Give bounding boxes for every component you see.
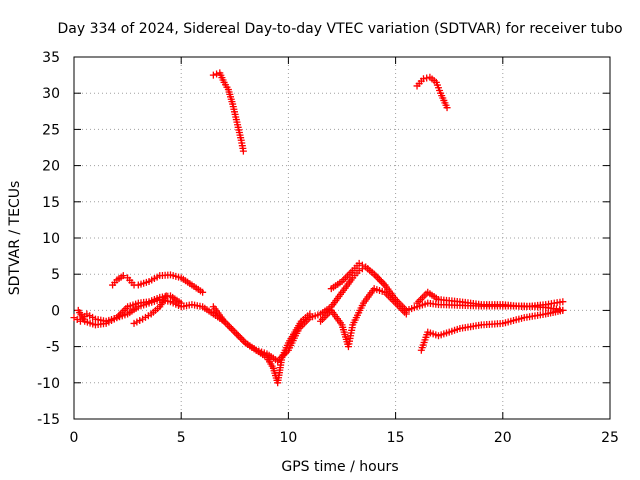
y-tick-labels: -15 -10 -5 0 5 10 15 20 25 30 35 — [37, 50, 60, 428]
data-point — [162, 292, 170, 300]
y-tick-label: 0 — [51, 303, 60, 319]
data-point — [419, 75, 427, 83]
y-tick-label: -15 — [37, 412, 60, 428]
y-tick-label: 5 — [51, 267, 60, 283]
y-tick-label: 15 — [42, 195, 60, 211]
x-tick-label: 25 — [601, 430, 619, 446]
data-point — [402, 310, 410, 318]
y-tick-label: -5 — [46, 340, 60, 356]
x-tick-label: 15 — [387, 430, 405, 446]
data-point — [177, 299, 185, 307]
y-axis-label: SDTVAR / TECUs — [7, 181, 23, 296]
chart-title: Day 334 of 2024, Sidereal Day-to-day VTE… — [57, 21, 622, 37]
x-tick-label: 5 — [177, 430, 186, 446]
grid-lines — [74, 57, 610, 419]
x-axis-label: GPS time / hours — [281, 459, 398, 475]
data-point — [381, 281, 389, 289]
x-tick-label: 0 — [70, 430, 79, 446]
x-tick-label: 10 — [279, 430, 297, 446]
x-tick-label: 20 — [494, 430, 512, 446]
y-tick-label: -10 — [37, 376, 60, 392]
y-tick-label: 30 — [42, 86, 60, 102]
data-points — [70, 69, 567, 387]
axis-ticks — [73, 56, 611, 420]
data-point — [209, 71, 217, 79]
y-tick-label: 10 — [42, 231, 60, 247]
data-point — [559, 298, 567, 306]
x-tick-labels: 0 5 10 15 20 25 — [70, 430, 619, 446]
data-point — [213, 70, 221, 78]
data-point — [443, 104, 451, 112]
data-point — [559, 306, 567, 314]
y-tick-label: 25 — [42, 122, 60, 138]
data-point — [306, 310, 314, 318]
data-point — [239, 147, 247, 155]
data-point — [423, 74, 431, 82]
data-point — [199, 288, 207, 296]
y-tick-label: 35 — [42, 50, 60, 66]
y-tick-label: 20 — [42, 159, 60, 175]
data-point — [119, 272, 127, 280]
